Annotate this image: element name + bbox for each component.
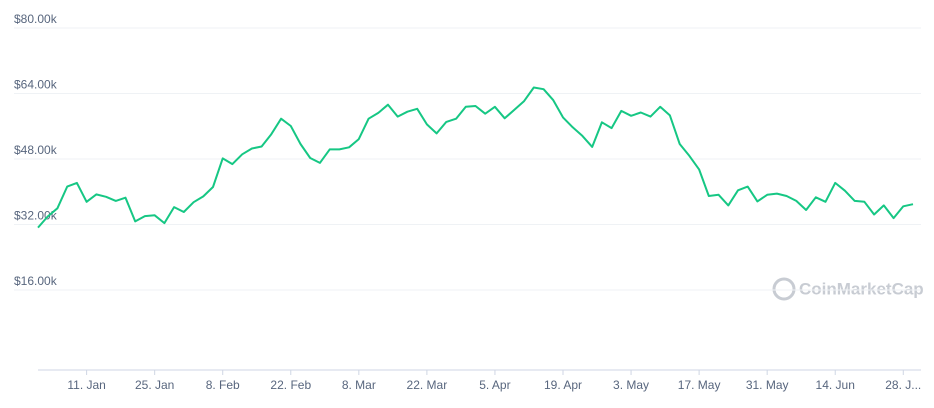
y-tick-label: $80.00k	[14, 12, 58, 26]
x-tick-label: 5. Apr	[479, 378, 510, 392]
x-tick-label: 31. May	[746, 378, 789, 392]
x-tick-label: 3. May	[613, 378, 649, 392]
x-tick-label: 8. Mar	[342, 378, 376, 392]
x-tick-label: 14. Jun	[816, 378, 855, 392]
y-tick-label: $16.00k	[14, 274, 58, 288]
watermark-logo	[772, 277, 796, 301]
x-tick-label: 19. Apr	[544, 378, 582, 392]
y-tick-label: $64.00k	[14, 78, 58, 92]
x-tick-label: 22. Mar	[407, 378, 448, 392]
price-line	[37, 86, 914, 229]
y-tick-label: $48.00k	[14, 143, 58, 157]
x-tick-label: 22. Feb	[270, 378, 311, 392]
x-tick-label: 17. May	[678, 378, 721, 392]
x-tick-label: 25. Jan	[135, 378, 174, 392]
x-tick-label: 11. Jan	[67, 378, 105, 392]
watermark: CoinMarketCap	[799, 279, 924, 298]
x-tick-label: 8. Feb	[206, 378, 240, 392]
y-tick-label: $32.00k	[14, 209, 58, 223]
x-tick-label: 28. J...	[885, 378, 921, 392]
